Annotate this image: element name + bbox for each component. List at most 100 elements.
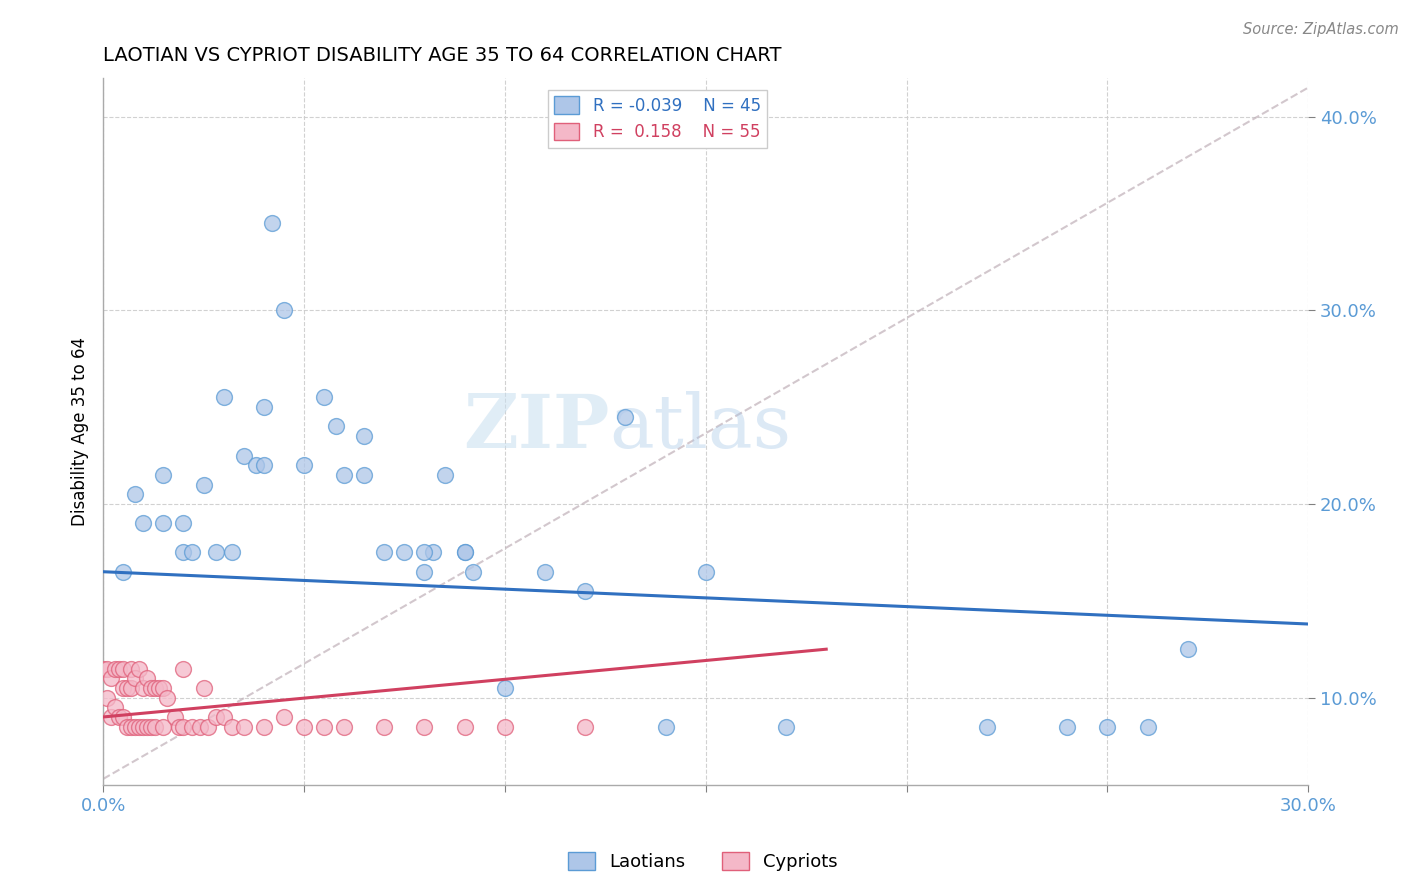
Point <box>260 216 283 230</box>
Point <box>333 467 356 482</box>
Point <box>695 565 717 579</box>
Legend: R = -0.039    N = 45, R =  0.158    N = 55: R = -0.039 N = 45, R = 0.158 N = 55 <box>547 90 768 148</box>
Point <box>373 545 395 559</box>
Point <box>180 720 202 734</box>
Point <box>273 710 295 724</box>
Point <box>165 710 187 724</box>
Point <box>96 662 118 676</box>
Point <box>353 429 375 443</box>
Point <box>100 710 122 724</box>
Point <box>221 545 243 559</box>
Point <box>152 720 174 734</box>
Point <box>253 720 276 734</box>
Y-axis label: Disability Age 35 to 64: Disability Age 35 to 64 <box>72 337 89 525</box>
Point <box>245 458 267 473</box>
Point <box>108 662 131 676</box>
Point <box>172 662 194 676</box>
Point <box>976 720 998 734</box>
Point <box>1097 720 1119 734</box>
Point <box>394 545 416 559</box>
Point <box>120 720 142 734</box>
Point <box>148 681 170 695</box>
Point <box>172 545 194 559</box>
Point <box>253 458 276 473</box>
Point <box>96 690 118 705</box>
Point <box>312 720 335 734</box>
Point <box>112 681 135 695</box>
Text: atlas: atlas <box>609 392 792 465</box>
Point <box>453 545 475 559</box>
Point <box>169 720 191 734</box>
Point <box>180 545 202 559</box>
Point <box>574 720 596 734</box>
Point <box>172 516 194 531</box>
Point <box>188 720 211 734</box>
Point <box>156 690 179 705</box>
Point <box>373 720 395 734</box>
Point <box>292 720 315 734</box>
Point <box>193 681 215 695</box>
Point <box>422 545 444 559</box>
Point <box>461 565 484 579</box>
Point <box>232 720 254 734</box>
Point <box>292 458 315 473</box>
Point <box>104 662 127 676</box>
Point <box>212 391 235 405</box>
Point <box>204 710 226 724</box>
Point <box>128 720 150 734</box>
Point <box>128 662 150 676</box>
Point <box>124 487 146 501</box>
Point <box>141 720 163 734</box>
Point <box>494 720 516 734</box>
Text: LAOTIAN VS CYPRIOT DISABILITY AGE 35 TO 64 CORRELATION CHART: LAOTIAN VS CYPRIOT DISABILITY AGE 35 TO … <box>103 46 782 65</box>
Text: Source: ZipAtlas.com: Source: ZipAtlas.com <box>1243 22 1399 37</box>
Point <box>141 681 163 695</box>
Point <box>232 449 254 463</box>
Point <box>132 720 155 734</box>
Point <box>325 419 347 434</box>
Point <box>1177 642 1199 657</box>
Point <box>143 681 166 695</box>
Point <box>453 720 475 734</box>
Point <box>132 681 155 695</box>
Point <box>124 671 146 685</box>
Point <box>775 720 797 734</box>
Point <box>193 477 215 491</box>
Point <box>253 400 276 414</box>
Point <box>197 720 219 734</box>
Point <box>112 710 135 724</box>
Point <box>494 681 516 695</box>
Point <box>91 662 114 676</box>
Point <box>152 681 174 695</box>
Point <box>212 710 235 724</box>
Point <box>574 584 596 599</box>
Point <box>413 720 436 734</box>
Point <box>172 720 194 734</box>
Point <box>312 391 335 405</box>
Point <box>433 467 456 482</box>
Point <box>221 720 243 734</box>
Point <box>654 720 676 734</box>
Point <box>108 710 131 724</box>
Point <box>1056 720 1078 734</box>
Point <box>120 662 142 676</box>
Point <box>112 565 135 579</box>
Point <box>353 467 375 482</box>
Point <box>124 720 146 734</box>
Point <box>136 720 159 734</box>
Text: ZIP: ZIP <box>463 392 609 465</box>
Point <box>453 545 475 559</box>
Point <box>100 671 122 685</box>
Point <box>120 681 142 695</box>
Point <box>152 516 174 531</box>
Point <box>132 516 155 531</box>
Point <box>333 720 356 734</box>
Point <box>136 671 159 685</box>
Point <box>273 303 295 318</box>
Point <box>115 720 138 734</box>
Point <box>115 681 138 695</box>
Point <box>413 545 436 559</box>
Point <box>112 662 135 676</box>
Point <box>152 467 174 482</box>
Point <box>204 545 226 559</box>
